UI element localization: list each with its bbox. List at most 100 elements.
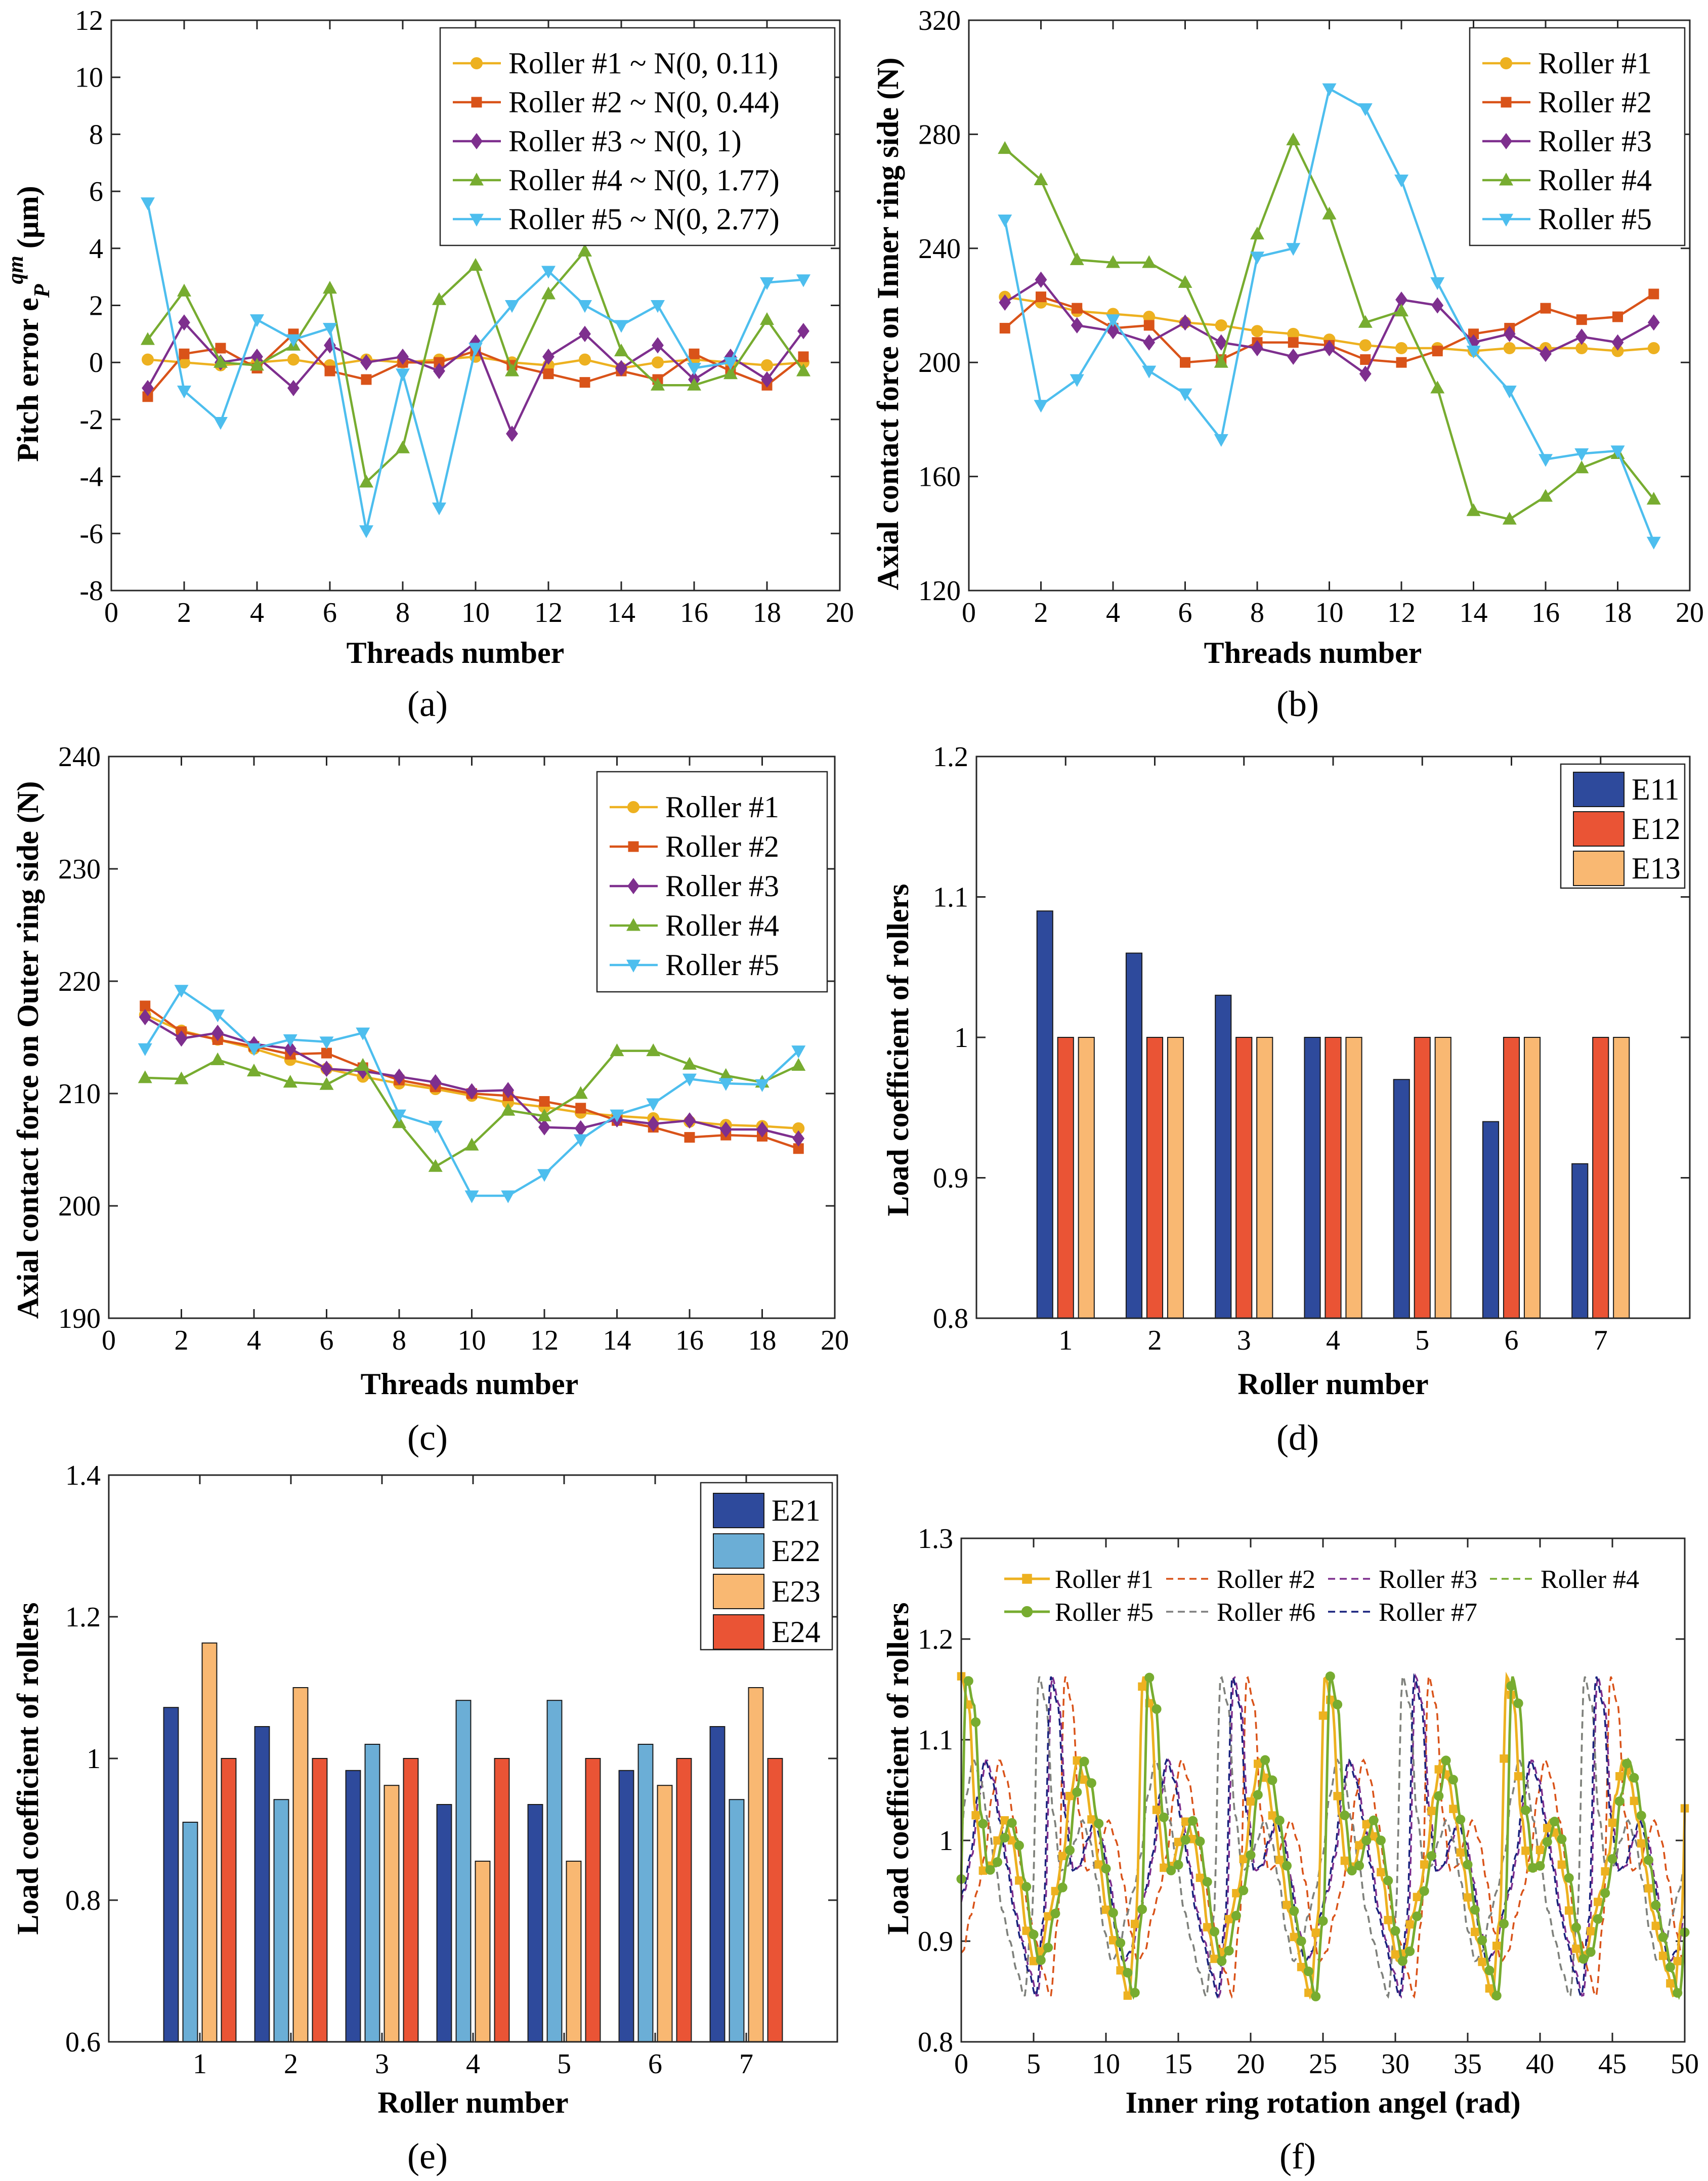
panel-f-point-roller-5 — [1029, 1930, 1039, 1940]
panel-f-point-roller-5 — [1390, 1926, 1400, 1936]
panel-b-point-roller-1 — [1215, 319, 1227, 331]
panel-b-point-roller-5 — [1610, 445, 1625, 458]
panel-a-ytick-label: 0 — [89, 347, 103, 379]
panel-f-point-roller-5 — [1484, 1965, 1494, 1976]
panel-c-ylabel: Axial contact force on Outer ring side (… — [11, 781, 45, 1319]
panel-c-point-roller-5 — [573, 1134, 588, 1147]
panel-f-point-roller-5 — [1340, 1810, 1350, 1820]
panel-f-xtick-label: 10 — [1092, 2048, 1120, 2080]
panel-f-point-roller-5 — [1195, 1836, 1205, 1847]
panel-b-point-roller-2 — [1072, 303, 1083, 314]
panel-b-point-roller-3 — [1359, 365, 1372, 382]
panel-f-point-roller-5 — [1043, 1943, 1053, 1953]
panel-e-xtick-label: 6 — [648, 2048, 662, 2080]
panel-b-point-roller-3 — [1540, 346, 1552, 362]
panel-d-legend-swatch-e13 — [1573, 851, 1625, 886]
panel-c-point-roller-5 — [501, 1190, 516, 1203]
panel-f-point-roller-5 — [1239, 1885, 1249, 1896]
panel-b-point-roller-4 — [1539, 489, 1553, 502]
panel-f-legend-label-roller-7: Roller #7 — [1379, 1598, 1477, 1627]
panel-f-ytick-label: 1.1 — [918, 1725, 953, 1756]
panel-f-point-roller-1 — [1658, 1951, 1668, 1960]
panel-c-xtick-label: 12 — [530, 1325, 559, 1356]
panel-f-point-roller-5 — [1246, 1850, 1256, 1860]
panel-a-point-roller-4 — [396, 440, 410, 453]
panel-b-point-roller-1 — [1251, 325, 1263, 338]
panel-b-point-roller-5 — [1646, 536, 1661, 550]
panel-f-xlabel: Inner ring rotation angel (rad) — [1125, 2086, 1520, 2119]
panel-d-bar-e13 — [1078, 1037, 1095, 1319]
panel-c-point-roller-4 — [646, 1043, 661, 1057]
panel-d-bar-e13 — [1523, 1037, 1541, 1319]
panel-c-point-roller-5 — [646, 1098, 661, 1111]
panel-c-xlabel: Threads number — [361, 1367, 579, 1401]
panel-b-point-roller-3 — [1611, 334, 1624, 351]
panel-f-point-roller-5 — [1412, 1911, 1422, 1921]
panel-a-point-roller-5 — [250, 314, 264, 327]
panel-c-xtick-label: 2 — [175, 1325, 189, 1356]
panel-f-point-roller-5 — [1397, 1956, 1407, 1966]
panel-c-point-roller-3 — [756, 1121, 768, 1138]
panel-f-point-roller-1 — [1521, 1847, 1530, 1855]
panel-e-ytick-label: 1.4 — [65, 1460, 101, 1491]
panel-d-bar-e12 — [1057, 1037, 1074, 1319]
panel-a-ylabel-main: Pitch error e — [11, 298, 45, 462]
panel-f-xtick-label: 15 — [1164, 2048, 1192, 2080]
panel-f-point-roller-5 — [1086, 1778, 1096, 1788]
panel-a-point-roller-3 — [251, 348, 263, 365]
panel-d-xtick-label: 4 — [1326, 1325, 1340, 1356]
panel-d-bar-e13 — [1167, 1037, 1184, 1319]
panel-b-point-roller-4 — [1214, 355, 1228, 368]
panel-f-point-roller-5 — [1448, 1775, 1458, 1785]
panel-e-ytick-label: 0.6 — [65, 2027, 101, 2058]
panel-e-xtick-label: 1 — [193, 2048, 207, 2080]
panel-f-point-roller-5 — [1376, 1835, 1386, 1846]
panel-a-point-roller-5 — [651, 300, 665, 313]
panel-f-point-roller-5 — [1260, 1755, 1270, 1765]
panel-f-point-roller-1 — [1152, 1806, 1161, 1814]
panel-c-point-roller-5 — [791, 1045, 806, 1059]
panel-f-point-roller-1 — [1065, 1792, 1074, 1800]
panel-c-point-roller-3 — [502, 1082, 515, 1099]
panel-b-ytick-label: 200 — [918, 347, 961, 379]
panel-e-bar-e21 — [527, 1804, 543, 2042]
panel-a-ytick-label: -6 — [79, 518, 103, 550]
panel-c-point-roller-5 — [682, 1073, 697, 1086]
panel-c-point-roller-5 — [537, 1169, 551, 1182]
panel-f-point-roller-5 — [1166, 1865, 1176, 1875]
panel-c-xtick-label: 10 — [458, 1325, 486, 1356]
panel-d-bar-e11 — [1304, 1037, 1321, 1319]
panel-c-point-roller-3 — [684, 1112, 696, 1129]
panel-f-point-roller-1 — [1138, 1682, 1146, 1691]
panel-b-point-roller-3 — [1503, 325, 1516, 342]
panel-c-point-roller-5 — [464, 1190, 479, 1203]
panel-f-point-roller-1 — [1434, 1765, 1443, 1774]
panel-e-xlabel: Roller number — [377, 2086, 568, 2119]
panel-a-point-roller-5 — [541, 266, 556, 279]
panel-a-ytick-label: 10 — [75, 62, 103, 94]
panel-f-point-roller-1 — [1666, 1979, 1675, 1988]
panel-f-point-roller-5 — [1159, 1812, 1169, 1822]
panel-f-point-roller-5 — [1282, 1861, 1292, 1871]
panel-e-label: (e) — [407, 2136, 448, 2176]
panel-e-legend-swatch-e23 — [713, 1574, 764, 1609]
panel-b-point-roller-2 — [1468, 328, 1479, 340]
panel-a-legend-label-roller-2: Roller #2 ~ N(0, 0.44) — [508, 86, 780, 119]
panel-a-point-roller-2 — [543, 368, 554, 380]
panel-f-point-roller-1 — [1651, 1921, 1660, 1931]
panel-d-bar-e12 — [1414, 1037, 1431, 1319]
panel-b-legend-label-roller-5: Roller #5 — [1538, 202, 1652, 236]
panel-f-point-roller-5 — [1593, 1914, 1603, 1924]
panel-b-legend-marker-roller-1 — [1500, 57, 1512, 69]
panel-c-point-roller-4 — [718, 1068, 733, 1081]
panel-f-point-roller-5 — [1231, 1911, 1241, 1921]
panel-c-point-roller-3 — [792, 1130, 805, 1147]
panel-a-point-roller-5 — [468, 343, 483, 356]
panel-d-bar-e13 — [1345, 1037, 1362, 1319]
panel-f-point-roller-5 — [1499, 1919, 1509, 1929]
panel-f-point-roller-1 — [1377, 1868, 1385, 1876]
panel-f-point-roller-1 — [1160, 1863, 1168, 1872]
panel-f-point-roller-1 — [1174, 1837, 1183, 1847]
panel-a-ytick-label: -8 — [79, 575, 103, 607]
panel-e-legend-swatch-e21 — [713, 1493, 764, 1528]
